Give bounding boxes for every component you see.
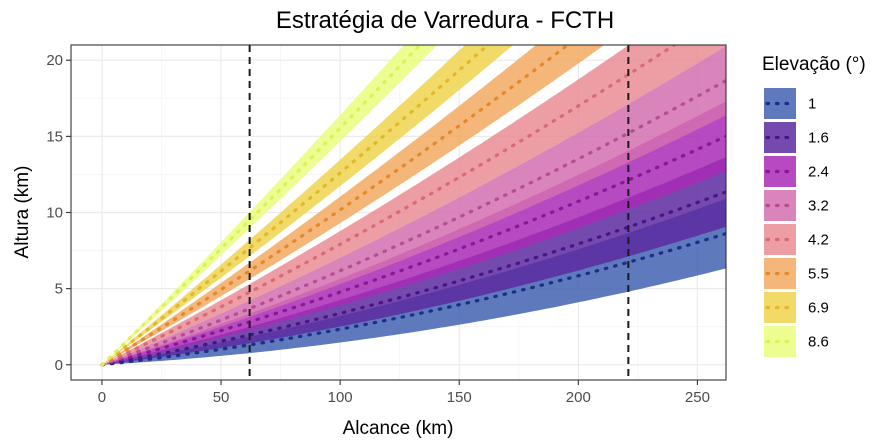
legend-label-8.6: 8.6 [808, 334, 829, 351]
legend-label-2.4: 2.4 [808, 164, 829, 181]
legend: Elevação (°) 1 1.6 2.4 3.2 4.2 5.5 6.9 8.6 [762, 54, 866, 357]
x-tick-label: 0 [98, 389, 106, 406]
beam-center-1.6 [100, 190, 726, 367]
beam-center-4.2 [100, 45, 678, 367]
y-tick-label: 20 [46, 52, 63, 69]
x-tick-label: 150 [447, 389, 472, 406]
beam-band-6.9 [102, 45, 514, 365]
beam-center-lines [100, 45, 726, 367]
x-tick-label: 250 [685, 389, 710, 406]
y-tick-label: 15 [46, 128, 63, 145]
beam-center-8.6 [100, 45, 422, 367]
beam-band-1 [102, 198, 726, 365]
legend-label-3.2: 3.2 [808, 198, 829, 215]
beam-center-6.9 [100, 45, 491, 367]
chart-title: Estratégia de Varredura - FCTH [276, 7, 614, 34]
beam-band-1.6 [102, 157, 726, 365]
x-tick-label: 200 [566, 389, 591, 406]
reference-lines [248, 45, 630, 380]
y-axis-label: Altura (km) [12, 166, 33, 259]
legend-label-4.2: 4.2 [808, 232, 829, 249]
legend-label-1.6: 1.6 [808, 130, 829, 147]
beam-bands [102, 45, 726, 365]
beam-band-4.2 [102, 45, 726, 365]
plot-panel [70, 44, 727, 381]
x-tick-label: 100 [328, 389, 353, 406]
beam-center-5.5 [100, 45, 571, 367]
legend-title: Elevação (°) [762, 54, 866, 75]
beam-center-2.4 [100, 134, 726, 367]
legend-label-6.9: 6.9 [808, 300, 829, 317]
y-axis: 0 5 10 15 20 [46, 52, 71, 374]
beam-center-1 [100, 232, 726, 367]
y-tick-label: 0 [55, 357, 63, 374]
legend-label-5.5: 5.5 [808, 266, 829, 283]
legend-label-1: 1 [808, 96, 816, 113]
x-axis: 0 50 100 150 200 250 [98, 380, 710, 406]
x-tick-label: 50 [213, 389, 230, 406]
beam-band-5.5 [102, 45, 605, 365]
y-tick-label: 5 [55, 281, 63, 298]
x-axis-label: Alcance (km) [343, 418, 454, 439]
legend-items: 1 1.6 2.4 3.2 4.2 5.5 6.9 8.6 [764, 88, 829, 357]
y-tick-label: 10 [46, 205, 63, 222]
